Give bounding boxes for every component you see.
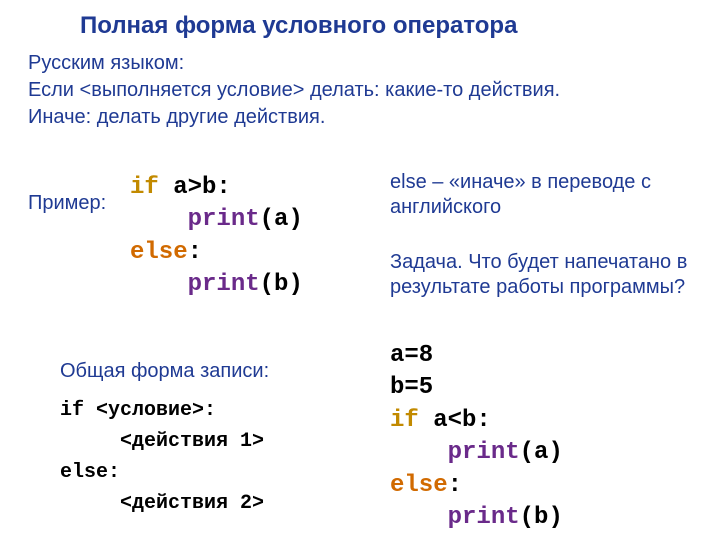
if-keyword: if xyxy=(390,407,419,434)
assign-a: a=8 xyxy=(390,342,433,369)
arg-b: b xyxy=(534,504,548,531)
colon: : xyxy=(448,472,462,499)
indent xyxy=(130,206,188,233)
gf-line4: <действия 2> xyxy=(60,492,264,515)
rparen: ) xyxy=(548,439,562,466)
rparen: ) xyxy=(288,271,302,298)
print-keyword: print xyxy=(448,504,520,531)
gf-line1: if <условие>: xyxy=(60,399,216,422)
general-form-label: Общая форма записи: xyxy=(60,360,269,383)
colon: : xyxy=(188,239,202,266)
intro-block: Русским языком: Если <выполняется услови… xyxy=(28,50,688,131)
condition-text: a>b xyxy=(159,174,217,201)
else-keyword: else xyxy=(390,472,448,499)
print-keyword: print xyxy=(188,271,260,298)
else-note: else – «иначе» в переводе с английского xyxy=(390,170,700,220)
code-example-2: a=8 b=5 if a<b: print(a) else: print(b) xyxy=(390,340,563,534)
if-keyword: if xyxy=(130,174,159,201)
slide-title: Полная форма условного оператора xyxy=(80,12,517,40)
assign-b: b=5 xyxy=(390,374,433,401)
print-keyword: print xyxy=(448,439,520,466)
lparen: ( xyxy=(520,439,534,466)
task-note: Задача. Что будет напечатано в результат… xyxy=(390,250,700,300)
lparen: ( xyxy=(260,206,274,233)
rparen: ) xyxy=(548,504,562,531)
code-example-1: if a>b: print(a) else: print(b) xyxy=(130,172,303,302)
arg-a: a xyxy=(274,206,288,233)
arg-a: a xyxy=(534,439,548,466)
intro-line1: Русским языком: xyxy=(28,52,184,74)
indent xyxy=(130,271,188,298)
intro-line3: Иначе: делать другие действия. xyxy=(28,106,325,128)
gf-line3: else: xyxy=(60,461,120,484)
gf-line2: <действия 1> xyxy=(60,430,264,453)
example-label: Пример: xyxy=(28,192,106,215)
indent xyxy=(390,504,448,531)
colon: : xyxy=(476,407,490,434)
general-form-code: if <условие>: <действия 1> else: <действ… xyxy=(60,395,264,519)
else-keyword: else xyxy=(130,239,188,266)
lparen: ( xyxy=(260,271,274,298)
colon: : xyxy=(216,174,230,201)
lparen: ( xyxy=(520,504,534,531)
condition-text: a<b xyxy=(419,407,477,434)
arg-b: b xyxy=(274,271,288,298)
print-keyword: print xyxy=(188,206,260,233)
indent xyxy=(390,439,448,466)
rparen: ) xyxy=(288,206,302,233)
intro-line2: Если <выполняется условие> делать: какие… xyxy=(28,79,560,101)
